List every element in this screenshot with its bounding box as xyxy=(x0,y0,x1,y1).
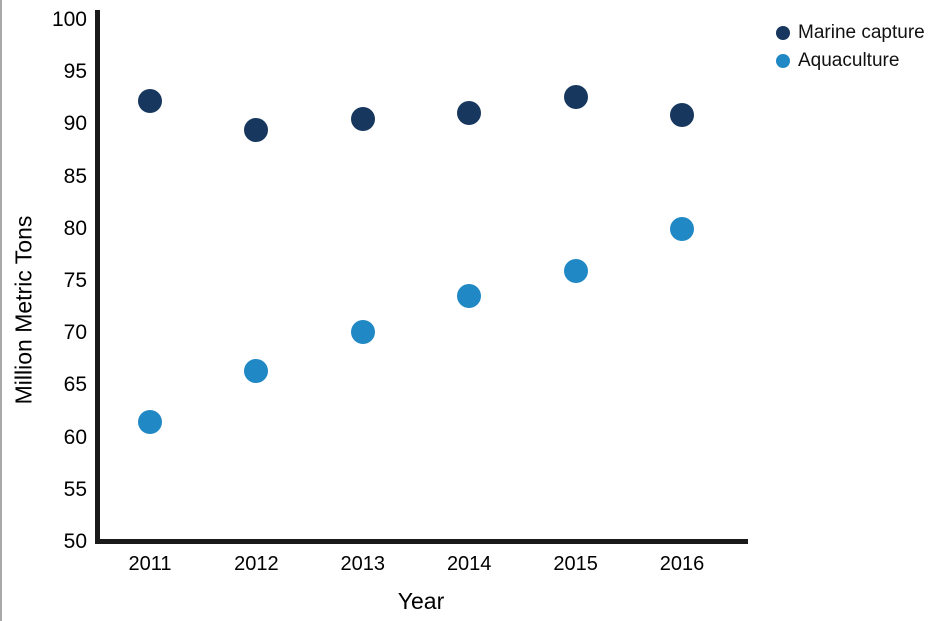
y-tick-label-50: 50 xyxy=(63,530,87,553)
data-point-aquaculture-2011 xyxy=(138,409,162,434)
y-tick-label-95: 95 xyxy=(63,60,87,84)
y-tick-label-70: 70 xyxy=(63,321,87,345)
legend: Marine capture Aquaculture xyxy=(776,20,925,73)
data-point-aquaculture-2014 xyxy=(457,283,482,308)
y-tick-label-65: 65 xyxy=(63,373,87,397)
y-tick-label-100: 100 xyxy=(51,8,87,31)
data-point-marine-capture-2014 xyxy=(457,100,482,125)
y-axis-line xyxy=(95,10,100,544)
aquaculture-legend-dot-icon xyxy=(776,53,790,68)
data-point-aquaculture-2015 xyxy=(563,258,588,283)
data-point-marine-capture-2015 xyxy=(563,85,588,110)
legend-item-marine-capture: Marine capture xyxy=(776,20,925,45)
x-tick-label-2014: 2014 xyxy=(446,553,492,575)
x-tick-label-2012: 2012 xyxy=(234,553,279,575)
y-tick-label-85: 85 xyxy=(63,164,87,188)
data-point-aquaculture-2016 xyxy=(670,216,694,241)
data-point-marine-capture-2013 xyxy=(350,107,375,132)
x-tick-label-2011: 2011 xyxy=(128,553,172,575)
data-point-marine-capture-2016 xyxy=(670,103,694,127)
legend-label-aquaculture: Aquaculture xyxy=(798,49,900,71)
data-point-aquaculture-2012 xyxy=(244,358,269,383)
y-tick-label-60: 60 xyxy=(63,425,87,449)
x-tick-label-2013: 2013 xyxy=(340,553,386,575)
screenshot-edge-line xyxy=(0,0,2,621)
data-point-aquaculture-2013 xyxy=(350,320,375,345)
data-point-marine-capture-2011 xyxy=(138,89,162,114)
x-axis-title: Year xyxy=(397,588,445,614)
marine-capture-legend-dot-icon xyxy=(776,25,790,40)
data-point-marine-capture-2012 xyxy=(244,117,269,142)
legend-item-aquaculture: Aquaculture xyxy=(776,48,925,73)
legend-label-marine-capture: Marine capture xyxy=(798,21,925,43)
y-tick-label-75: 75 xyxy=(63,269,87,292)
x-tick-label-2015: 2015 xyxy=(553,553,598,575)
y-tick-label-90: 90 xyxy=(63,112,87,136)
y-tick-label-80: 80 xyxy=(63,216,87,240)
x-axis-line xyxy=(95,539,748,544)
y-tick-label-55: 55 xyxy=(63,477,87,501)
x-tick-label-2016: 2016 xyxy=(659,553,705,575)
